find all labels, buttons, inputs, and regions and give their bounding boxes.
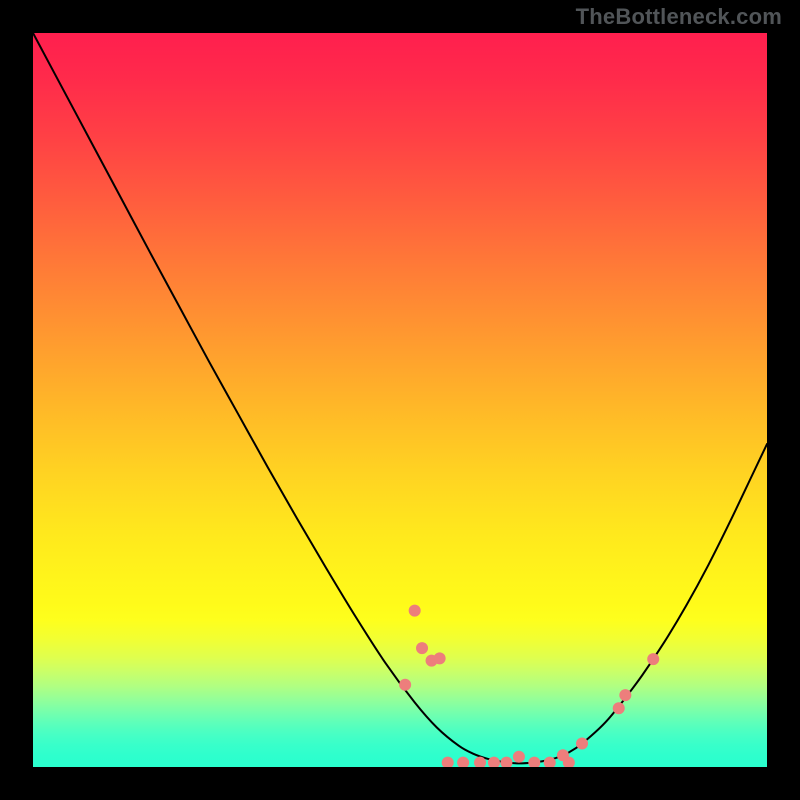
data-marker (619, 689, 631, 701)
data-marker (409, 605, 421, 617)
data-marker (399, 679, 411, 691)
data-marker (457, 757, 469, 767)
watermark-text: TheBottleneck.com (576, 4, 782, 30)
data-marker (488, 757, 500, 767)
data-marker (513, 751, 525, 763)
plot-area (33, 33, 767, 767)
bottleneck-curve (33, 33, 767, 763)
data-marker (528, 757, 540, 767)
data-marker (500, 757, 512, 767)
marker-group (399, 605, 659, 767)
data-marker (576, 738, 588, 750)
figure-root: TheBottleneck.com (0, 0, 800, 800)
data-marker (416, 642, 428, 654)
data-marker (434, 652, 446, 664)
data-marker (613, 702, 625, 714)
chart-svg (33, 33, 767, 767)
data-marker (442, 757, 454, 767)
data-marker (647, 653, 659, 665)
